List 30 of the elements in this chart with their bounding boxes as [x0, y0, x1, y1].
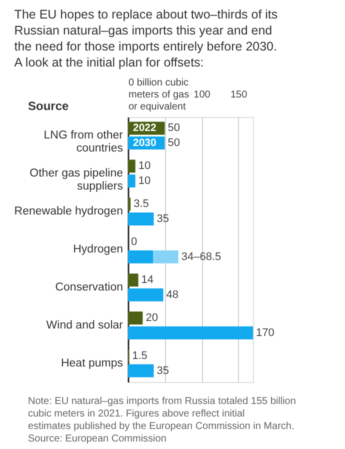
y-tick-label: Wind and solar — [46, 319, 124, 332]
y-axis-title: Source — [28, 99, 70, 113]
y-tick-label: Conservation — [55, 281, 123, 294]
data-label: 10 — [138, 174, 151, 187]
data-label: 35 — [156, 364, 169, 377]
x-tick-label: 100 — [194, 90, 211, 100]
data-label: 170 — [256, 326, 274, 339]
y-tick-label: Heat pumps — [60, 357, 124, 370]
data-label: 35 — [156, 212, 169, 225]
data-label: 10 — [138, 160, 151, 172]
data-label: 50 — [168, 137, 180, 150]
data-label: 50 — [168, 122, 180, 134]
text: Note: EU natural–gas imports from Russia totaled 155 billion cubic meters in 2021. Figures above reflect initial estimates published by the European Commission in March. — [28, 396, 296, 432]
y-tick-label: Hydrogen — [73, 244, 123, 256]
chart-title: The EU hopes to replace about two–thirds of its Russian natural–gas imports this year and end the need for those imports entirely before 2030. A look at the initial plan for offsets: — [14, 8, 278, 70]
y-tick-label: Other gas pipeline suppliers — [30, 168, 124, 193]
data-label: 1.5 — [132, 350, 148, 362]
data-label: 3.5 — [134, 198, 149, 210]
x-tick-label: 0 billion cubic meters of gas or equivalent — [128, 78, 190, 112]
data-label: 0 — [131, 236, 138, 248]
y-tick-label: LNG from other countries — [44, 130, 124, 155]
data-label: 48 — [166, 288, 179, 301]
y-tick-label: Renewable hydrogen — [14, 206, 123, 218]
data-label: 34–68.5 — [181, 250, 222, 263]
data-label: 20 — [146, 312, 158, 324]
x-tick-label: 150 — [230, 90, 248, 100]
series-label: 2022 — [133, 122, 157, 134]
data-label: 14 — [141, 274, 154, 286]
source-note: Source: European Commission — [28, 434, 166, 444]
series-label: 2030 — [133, 137, 157, 150]
